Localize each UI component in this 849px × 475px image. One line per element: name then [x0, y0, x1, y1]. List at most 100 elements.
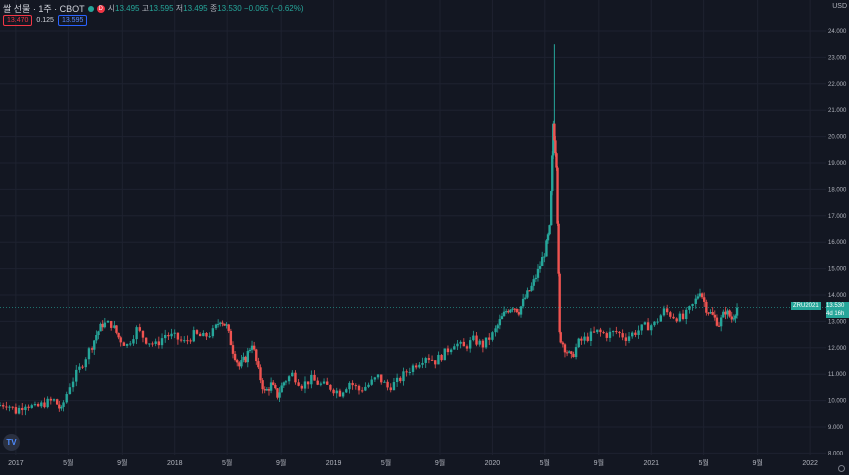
y-tick-label: 14.000: [828, 293, 847, 299]
candle-body: [129, 343, 132, 345]
price-axis[interactable]: 24.000 23.000 22.000 21.000 20.000 19.000 18.0…: [826, 0, 849, 455]
candle-body: [84, 359, 87, 368]
candle-body: [449, 349, 453, 353]
candle-body: [117, 332, 120, 338]
candle-body: [504, 311, 508, 313]
candle-body: [250, 345, 254, 350]
candle-body: [555, 153, 558, 168]
candle-body: [602, 332, 605, 334]
ohlc-values: 시13.495 고13.595 저13.495 종13.530 −0.065 (…: [107, 4, 304, 13]
price-chart-area[interactable]: [0, 0, 826, 455]
candle-body: [183, 340, 186, 342]
candle-body: [468, 340, 472, 349]
candle-body: [551, 155, 554, 192]
candle-body: [0, 405, 2, 407]
candle-body: [274, 384, 277, 389]
candle-body: [596, 329, 599, 333]
candle-body: [717, 325, 721, 327]
candle-body: [491, 332, 494, 340]
candle-body: [586, 336, 589, 341]
candle-body: [611, 331, 615, 333]
candle-body: [68, 387, 72, 395]
candle-body: [58, 404, 61, 409]
candle-body: [662, 308, 666, 316]
candle-body: [216, 323, 220, 325]
candle-body: [565, 352, 569, 354]
candle-body: [125, 344, 129, 346]
candle-body: [90, 348, 94, 350]
candle-body: [322, 381, 326, 384]
candle-body: [154, 341, 157, 344]
candle-body: [238, 362, 241, 367]
candle-body: [71, 381, 75, 388]
x-tick-label: 5월: [381, 458, 391, 467]
candle-body: [691, 303, 694, 307]
candle-body: [135, 327, 138, 340]
candle-body: [252, 345, 256, 350]
candle-body: [696, 296, 700, 299]
y-tick-label: 12.000: [828, 346, 847, 352]
candle-body: [357, 385, 361, 391]
time-axis[interactable]: 2017 5월 9월 2018 5월 9월 2019 5월 9월 2020 5월 9월 2021 5월 9월…: [0, 455, 826, 475]
candle-body: [405, 371, 408, 373]
candle-body: [267, 389, 271, 391]
candle-body: [244, 356, 247, 363]
data-badge-icon: D: [96, 4, 105, 13]
candle-body: [27, 406, 30, 408]
candle-body: [481, 340, 485, 348]
candle-body: [351, 382, 354, 386]
candle-body: [624, 337, 628, 341]
candle-body: [195, 330, 199, 334]
candle-body: [106, 320, 110, 323]
candle-body: [49, 398, 53, 401]
x-tick-label: 2021: [643, 460, 659, 467]
candle-body: [119, 337, 122, 343]
candle-body: [414, 365, 418, 368]
sell-button[interactable]: 13.470: [3, 15, 33, 26]
candle-body: [211, 328, 215, 337]
candle-body: [707, 312, 710, 314]
candle-body: [221, 322, 224, 324]
candle-body: [259, 367, 262, 381]
x-tick-label: 5월: [63, 458, 73, 467]
candle-body: [572, 353, 575, 358]
candle-body: [524, 297, 527, 299]
candle-body: [225, 324, 228, 326]
candle-body: [574, 347, 578, 358]
candle-body: [521, 298, 525, 307]
candle-body: [698, 293, 702, 297]
candle-body: [55, 399, 59, 405]
candle-body: [519, 306, 523, 315]
candle-body: [559, 332, 562, 343]
candle-body: [478, 340, 481, 345]
trade-buttons: 13.470 0.125 13.595: [3, 15, 88, 26]
candle-body: [316, 380, 319, 385]
candle-body: [386, 381, 389, 388]
candle-body: [122, 342, 126, 346]
candle-body: [408, 371, 412, 373]
symbol-title[interactable]: 쌀 선물 · 1주 · CBOT: [3, 4, 85, 14]
y-tick-label: 16.000: [828, 240, 847, 246]
candle-body: [78, 366, 81, 370]
candle-body: [329, 384, 332, 390]
tradingview-logo-icon[interactable]: TV: [3, 434, 20, 451]
candle-body: [115, 325, 118, 333]
symbol-tag: ZRU2021: [791, 302, 821, 310]
candle-body: [335, 390, 338, 394]
candle-body: [373, 377, 377, 380]
candle-body: [338, 390, 342, 397]
candle-body: [189, 340, 192, 342]
candle-body: [223, 323, 226, 326]
buy-button[interactable]: 13.595: [57, 15, 88, 26]
candle-body: [81, 366, 84, 368]
y-tick-label: 18.000: [828, 187, 847, 193]
candle-body: [65, 394, 68, 403]
candle-body: [202, 332, 205, 337]
candle-body: [62, 402, 65, 407]
candle-body: [653, 321, 656, 326]
candle-body: [665, 308, 669, 313]
candle-body: [570, 351, 573, 354]
candle-body: [475, 335, 478, 345]
currency-label[interactable]: USD: [832, 3, 847, 10]
settings-icon[interactable]: [838, 465, 845, 472]
